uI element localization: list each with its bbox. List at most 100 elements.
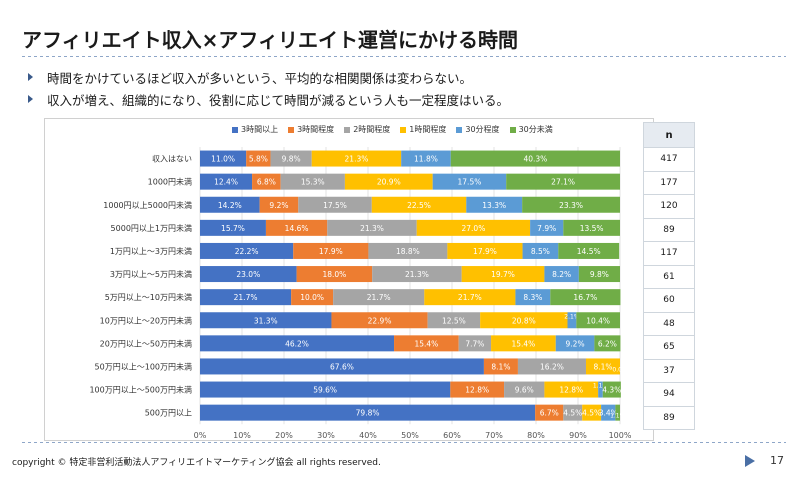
category-label: 50万円以上～100万円未満	[95, 361, 192, 371]
n-value: 417	[643, 147, 695, 172]
data-label: 15.3%	[301, 178, 325, 187]
data-label: 4.5%	[563, 409, 582, 418]
data-label: 79.8%	[356, 409, 380, 418]
n-header: n	[643, 122, 695, 148]
data-label: 9.8%	[282, 155, 301, 164]
data-label: 3.4%	[599, 409, 618, 418]
bullet-text: 時間をかけているほど収入が多いという、平均的な相関関係は変わらない。	[47, 70, 473, 86]
bar-segment	[466, 196, 523, 213]
bar-segment	[563, 404, 583, 421]
bar-segment	[427, 312, 481, 329]
bar-segment	[585, 358, 620, 375]
bar-segment	[563, 219, 620, 236]
data-label: 8.1%	[593, 362, 612, 371]
bar-segment	[368, 242, 448, 259]
bar-segment	[416, 219, 531, 236]
data-label: 0.0%	[612, 366, 628, 373]
data-label: 23.3%	[559, 201, 583, 210]
legend-label: 1時間程度	[409, 125, 447, 134]
data-label: 31.3%	[254, 316, 278, 325]
n-value: 177	[643, 170, 695, 195]
bullet-list: 時間をかけているほど収入が多いという、平均的な相関関係は変わらない。 収入が増え…	[28, 66, 509, 110]
bar-segment	[544, 266, 579, 283]
bar-segment	[582, 404, 602, 421]
data-label: 7.9%	[537, 224, 556, 233]
legend-item: 3時間程度	[288, 124, 334, 135]
bar-segment	[344, 173, 433, 190]
n-value: 89	[643, 217, 695, 242]
data-label: 21.7%	[458, 293, 482, 302]
data-label: 22.9%	[368, 316, 392, 325]
data-label: 14.6%	[285, 224, 309, 233]
data-label: 9.8%	[590, 270, 609, 279]
data-label: 6.2%	[598, 339, 617, 348]
data-label: 20.9%	[377, 178, 401, 187]
bar-segment	[544, 381, 599, 398]
category-label: 100万円以上～500万円未満	[89, 385, 192, 395]
data-label: 15.4%	[511, 339, 535, 348]
bar-segment	[252, 173, 281, 190]
legend-swatch	[288, 126, 295, 133]
bar-segment	[602, 381, 621, 398]
category-label: 10万円以上～20万円未満	[100, 315, 192, 325]
bar-segment	[200, 335, 395, 352]
data-label: 21.3%	[360, 224, 384, 233]
bar-segment	[327, 219, 417, 236]
bar-segment	[458, 335, 492, 352]
bar-segment	[522, 196, 620, 213]
data-label: 23.0%	[236, 270, 260, 279]
bar-segment	[401, 150, 451, 167]
data-label: 21.7%	[367, 293, 391, 302]
legend-label: 30分未満	[518, 125, 553, 134]
bar-segment	[200, 266, 297, 283]
bar-segment	[265, 219, 328, 236]
bar-segment	[594, 335, 621, 352]
data-label: 6.8%	[257, 178, 276, 187]
bar-segment	[200, 150, 247, 167]
category-label: 3万円以上～5万円未満	[110, 269, 192, 279]
data-label: 10.0%	[300, 293, 324, 302]
next-page-arrow-icon[interactable]	[745, 455, 755, 467]
data-label: 12.4%	[214, 178, 238, 187]
data-label: 46.2%	[285, 339, 309, 348]
bar-segment	[280, 173, 345, 190]
slide-title: アフィリエイト収入×アフィリエイト運営にかける時間	[22, 28, 518, 52]
bar-segment	[259, 196, 299, 213]
data-label: 12.8%	[465, 386, 489, 395]
bar-segment	[461, 266, 545, 283]
data-label: 18.0%	[322, 270, 346, 279]
legend-label: 2時間程度	[353, 125, 391, 134]
bar-segment	[480, 312, 568, 329]
data-label: 5.8%	[249, 155, 268, 164]
data-label: 14.2%	[218, 201, 242, 210]
n-value: 117	[643, 241, 695, 266]
bar-segment	[371, 196, 467, 213]
n-value: 37	[643, 358, 695, 383]
bar-segment	[450, 381, 505, 398]
bar-segment	[270, 150, 312, 167]
bar-segment	[200, 196, 260, 213]
bar-segment	[567, 312, 577, 329]
bar-segment	[576, 312, 620, 329]
data-label: 4.5%	[582, 409, 601, 418]
n-value: 61	[643, 264, 695, 289]
bar-segment	[291, 289, 334, 306]
copyright-footer: copyright © 特定非営利活動法人アフィリエイトマーケティング協会 al…	[12, 458, 381, 468]
data-label: 8.5%	[531, 247, 550, 256]
data-label: 27.0%	[462, 224, 486, 233]
data-label: 7.7%	[465, 339, 484, 348]
data-label: 9.6%	[515, 386, 534, 395]
page-number: 17	[770, 454, 784, 467]
data-label: 67.6%	[330, 362, 354, 371]
bar-segment	[522, 242, 559, 259]
category-label: 5000円以上1万円未満	[111, 223, 192, 233]
x-tick-label: 80%	[527, 431, 545, 440]
bar-segment	[372, 266, 462, 283]
legend-item: 30分程度	[456, 124, 500, 135]
n-value: 94	[643, 382, 695, 407]
data-label: 4.3%	[602, 386, 621, 395]
bar-segment	[394, 335, 459, 352]
bar-segment	[601, 404, 616, 421]
category-label: 1万円以上～3万円未満	[110, 246, 192, 256]
data-label: 8.3%	[523, 293, 542, 302]
